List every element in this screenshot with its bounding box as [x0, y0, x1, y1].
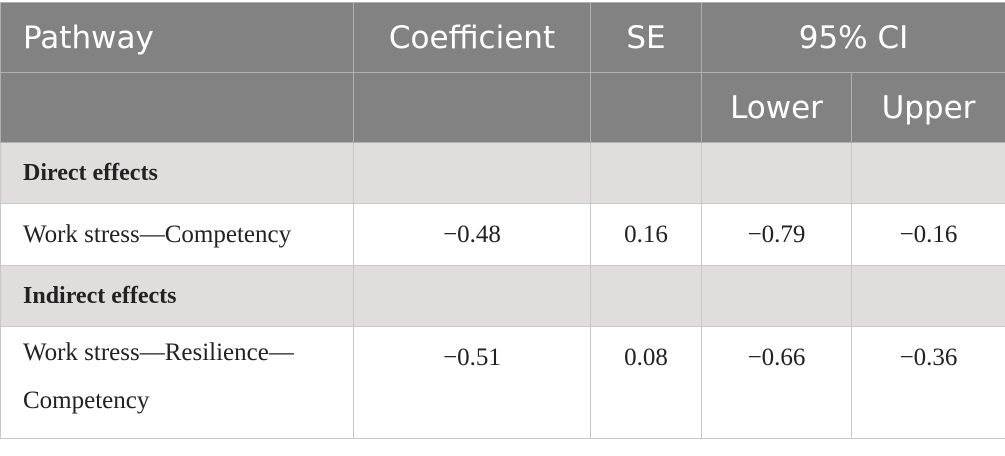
header-se: SE [590, 2, 702, 73]
header-row-2: Lower Upper [0, 72, 1005, 143]
empty-cell [353, 142, 591, 204]
upper-cell: −0.36 [850, 326, 1005, 439]
empty-cell [850, 142, 1005, 204]
effects-table: Pathway Coefficient SE 95% CI Lower Uppe… [0, 2, 1005, 439]
coefficient-cell: −0.51 [353, 326, 591, 439]
pathway-cell: Work stress—Resilience— Competency [0, 326, 354, 439]
empty-cell [850, 265, 1005, 327]
pathway-line: Work stress—Resilience— [23, 339, 294, 366]
header-row-1: Pathway Coefficient SE 95% CI [0, 2, 1005, 73]
table-row: Work stress—Resilience— Competency −0.51… [0, 326, 1005, 439]
se-cell: 0.08 [590, 326, 702, 439]
empty-cell [590, 265, 702, 327]
empty-cell [590, 142, 702, 204]
pathway-line: Competency [23, 387, 150, 414]
lower-cell: −0.79 [701, 203, 852, 266]
lower-cell: −0.66 [701, 326, 852, 439]
header-empty-cell [353, 72, 591, 143]
header-ci: 95% CI [700, 2, 1005, 73]
header-coefficient: Coefficient [353, 2, 591, 73]
section-label: Indirect effects [0, 265, 354, 327]
section-label: Direct effects [0, 142, 354, 204]
pathway-cell: Work stress—Competency [0, 203, 354, 266]
empty-cell [353, 265, 591, 327]
header-empty-cell [590, 72, 702, 143]
empty-cell [701, 142, 852, 204]
coefficient-cell: −0.48 [353, 203, 591, 266]
section-row-indirect: Indirect effects [0, 265, 1005, 327]
header-empty-cell [0, 72, 354, 143]
header-upper: Upper [850, 72, 1005, 143]
se-cell: 0.16 [590, 203, 702, 266]
header-lower: Lower [701, 72, 852, 143]
header-pathway: Pathway [0, 2, 354, 73]
section-row-direct: Direct effects [0, 142, 1005, 204]
table-row: Work stress—Competency −0.48 0.16 −0.79 … [0, 203, 1005, 266]
empty-cell [701, 265, 852, 327]
upper-cell: −0.16 [850, 203, 1005, 266]
